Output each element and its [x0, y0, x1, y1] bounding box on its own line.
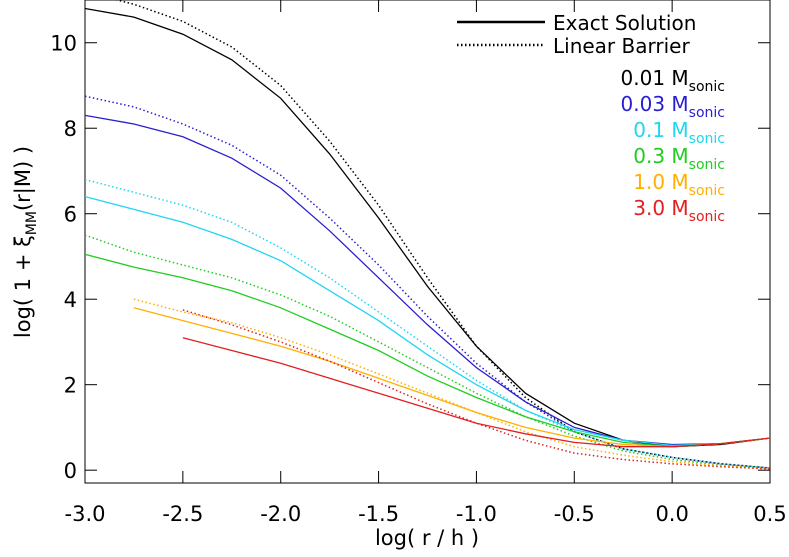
series-label: 1.0 Msonic [633, 170, 725, 199]
y-label-sub: MM [24, 211, 40, 235]
exact-line [85, 7, 770, 448]
x-tick-label: -1.0 [456, 502, 497, 526]
series-name-sub: sonic [689, 209, 725, 225]
x-tick-label: -1.5 [358, 502, 399, 526]
legend: Exact Solution Linear Barrier [457, 11, 696, 58]
y-tick-label: 4 [64, 288, 77, 312]
series-name: 0.01 M [621, 66, 689, 90]
x-tick-label: -2.5 [162, 502, 203, 526]
series-label: 0.01 Msonic [621, 66, 725, 95]
y-tick-label: 2 [64, 374, 77, 398]
linear-line [133, 298, 770, 470]
plot-frame [84, 0, 771, 484]
x-tick-label: 0.5 [753, 502, 786, 526]
exact-line [85, 253, 770, 448]
x-tick-label: 0.0 [655, 502, 688, 526]
y-tick-label: 0 [64, 459, 77, 483]
legend-exact: Exact Solution [553, 11, 696, 35]
y-label-rest: (r|M) ) [11, 146, 36, 211]
series-label: 0.1 Msonic [633, 118, 725, 147]
legend-linear: Linear Barrier [553, 34, 690, 58]
y-tick-label: 8 [64, 117, 77, 141]
series-name-sub: sonic [689, 105, 725, 121]
series-label: 3.0 Msonic [633, 196, 725, 225]
series-name: 0.1 M [633, 118, 688, 142]
y-tick-label: 10 [50, 32, 77, 56]
linear-line [85, 178, 770, 469]
y-tick-label: 6 [64, 203, 77, 227]
exact-line [182, 337, 770, 448]
exact-line [85, 195, 770, 447]
x-axis-label: log( r / h ) [375, 526, 479, 550]
series-name: 0.3 M [633, 144, 688, 168]
series-name-sub: sonic [689, 79, 725, 95]
x-tick-label: -0.5 [554, 502, 595, 526]
linear-line [114, 0, 770, 469]
y-label-main: log( 1 + ξ [11, 235, 35, 338]
x-tick-label: -3.0 [65, 502, 106, 526]
series-label: 0.3 Msonic [633, 144, 725, 173]
series-name: 0.03 M [621, 92, 689, 116]
series-name: 1.0 M [633, 170, 688, 194]
x-tick-label: -2.0 [260, 502, 301, 526]
linear-line [85, 234, 770, 469]
y-axis-label: log( 1 + ξMM(r|M) ) [11, 146, 40, 338]
series-name-sub: sonic [689, 131, 725, 147]
exact-line [133, 307, 770, 448]
plot-area [85, 0, 770, 470]
series-label: 0.03 Msonic [621, 92, 725, 121]
series-name-sub: sonic [689, 157, 725, 173]
series-name-sub: sonic [689, 183, 725, 199]
series-name: 3.0 M [633, 196, 688, 220]
